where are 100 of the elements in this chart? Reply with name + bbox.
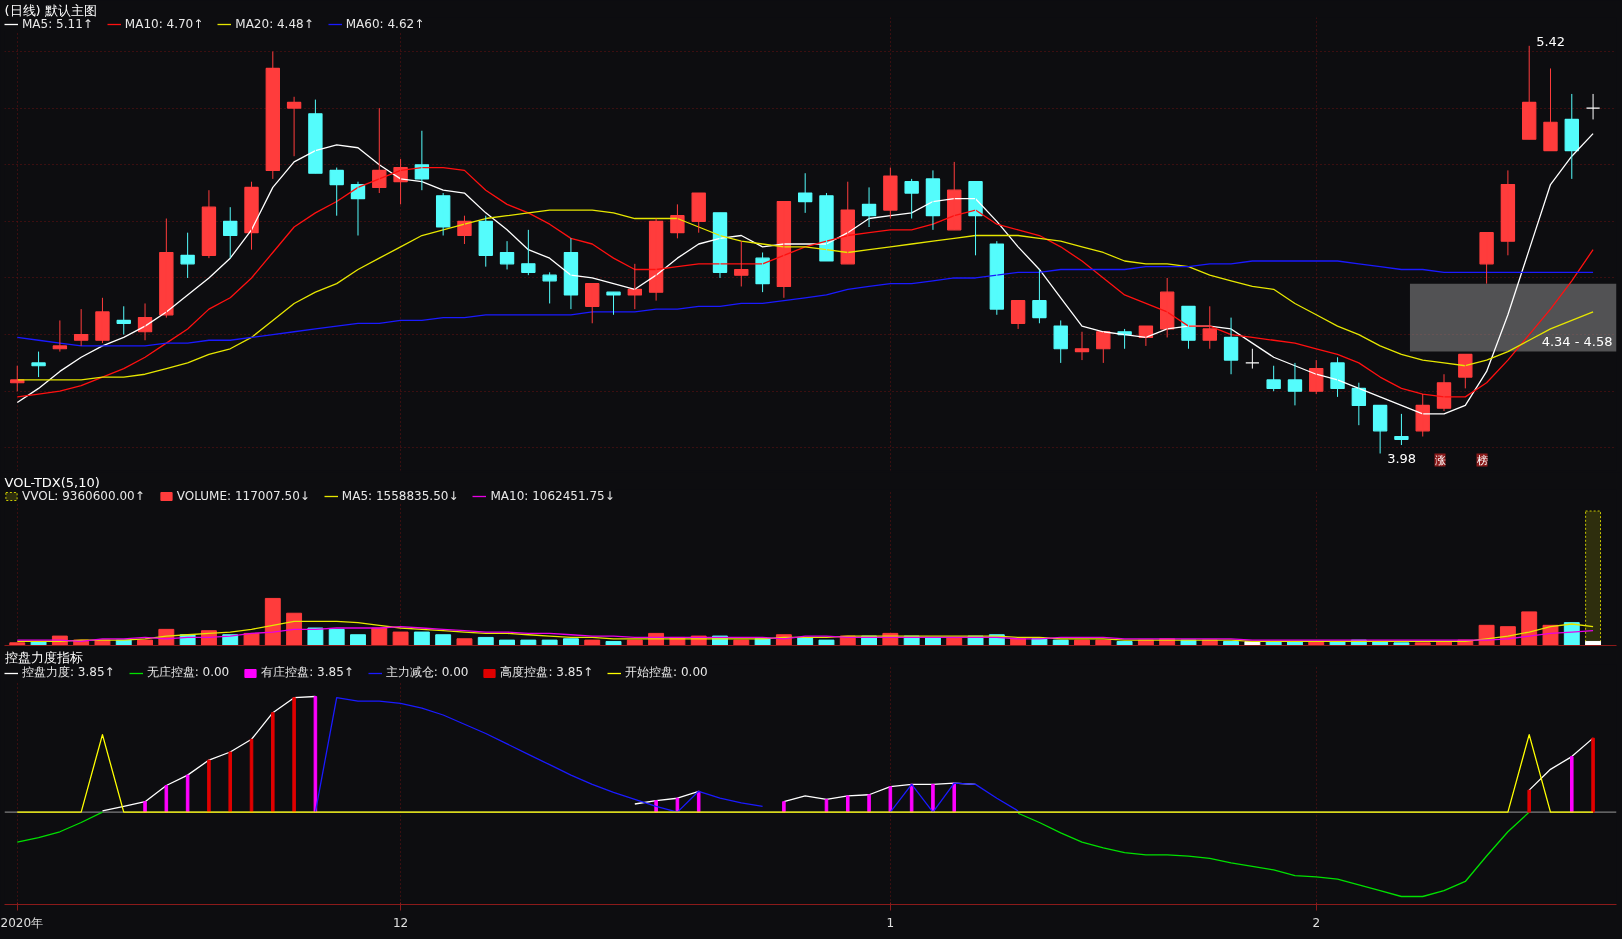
legend-label: 开始控盘: 0.00: [625, 664, 708, 681]
bar: [888, 786, 893, 813]
bar: [931, 783, 935, 813]
bar: [520, 639, 537, 646]
annotation: 3.98: [1387, 450, 1417, 466]
candlestick: [1053, 319, 1068, 364]
bar: [350, 634, 366, 646]
legend-label: MA5: 5.11↑: [22, 17, 93, 31]
legend-label: VOLUME: 117007.50↓: [176, 489, 310, 503]
candlestick: [1458, 353, 1473, 389]
candlestick: [1330, 356, 1345, 398]
candlestick: [1032, 268, 1047, 324]
candlestick: [1521, 45, 1537, 140]
candlestick: [265, 50, 281, 180]
legend-label: MA10: 4.70↑: [124, 17, 204, 31]
bar: [413, 631, 430, 646]
x-tick-label: 2: [1312, 915, 1321, 930]
candlestick: [180, 232, 195, 279]
candlestick: [1415, 393, 1430, 438]
bar: [1095, 639, 1112, 646]
bar: [271, 712, 275, 813]
annotation: 榜: [1476, 453, 1488, 467]
bar: [1116, 640, 1133, 646]
candlestick: [244, 181, 259, 251]
legend-label: MA20: 4.48↑: [235, 17, 314, 31]
bar: [952, 782, 957, 813]
candlestick: [73, 308, 89, 347]
candlestick: [542, 271, 557, 304]
bar: [228, 751, 232, 813]
bar: [264, 597, 281, 646]
bar: [143, 801, 147, 813]
bar: [499, 639, 516, 646]
bar: [605, 640, 622, 646]
legend-label: MA60: 4.62↑: [345, 17, 425, 31]
bar: [1585, 640, 1602, 646]
bar: [164, 785, 169, 813]
bar: [435, 634, 452, 646]
bar: [477, 636, 494, 646]
candlestick: [1266, 365, 1281, 392]
bar: [696, 790, 701, 813]
candlestick: [819, 192, 834, 262]
bar: [456, 638, 473, 646]
bar: [292, 697, 296, 813]
bar: [392, 631, 409, 646]
bar: [675, 797, 680, 813]
candlestick: [1394, 413, 1409, 446]
legend-label: 有庄控盘: 3.85↑: [261, 664, 354, 681]
candlestick: [797, 172, 813, 214]
bar: [733, 639, 750, 646]
x-tick-label: 2020年: [0, 915, 44, 930]
legend-label: 控盘力度: 3.85↑: [22, 664, 115, 681]
candlestick: [329, 167, 344, 217]
bar: [1052, 639, 1069, 646]
candlestick: [627, 263, 643, 310]
bar: [626, 639, 643, 646]
bar: [541, 639, 558, 646]
legend-label: 高度控盘: 3.85↑: [500, 664, 594, 681]
candlestick: [31, 351, 46, 378]
chart-title: VOL-TDX(5,10): [4, 474, 100, 490]
bar: [307, 627, 324, 646]
candlestick: [1543, 67, 1558, 152]
bar: [782, 801, 786, 813]
bar: [1591, 737, 1595, 813]
candlestick: [1479, 232, 1494, 285]
bar: [371, 627, 388, 646]
legend-label: MA5: 1558835.50↓: [341, 489, 459, 503]
candlestick: [308, 99, 323, 174]
x-tick-label: 1: [886, 915, 895, 930]
band-label: 4.34 - 4.58: [1541, 333, 1613, 349]
bar: [1393, 642, 1410, 646]
x-tick-label: 12: [392, 915, 409, 930]
bar: [1521, 611, 1538, 646]
legend-label: 主力减仓: 0.00: [385, 664, 469, 681]
bar: [9, 642, 26, 646]
bar: [1074, 639, 1090, 646]
candlestick: [904, 178, 919, 220]
candlestick: [521, 229, 536, 276]
legend-label: 无庄控盘: 0.00: [146, 664, 230, 681]
bar: [1223, 640, 1240, 646]
candlestick: [159, 218, 174, 319]
legend-label: MA10: 1062451.75↓: [490, 489, 615, 503]
bar: [1527, 789, 1531, 813]
candlestick: [755, 251, 770, 293]
candlestick: [1181, 305, 1196, 350]
bar: [313, 696, 318, 813]
annotation: 涨: [1434, 453, 1446, 467]
bar: [286, 612, 303, 646]
candlestick: [1202, 305, 1217, 350]
candlestick: [734, 240, 749, 287]
bar: [137, 639, 153, 646]
candlestick: [95, 297, 110, 344]
chart-title: 控盘力度指标: [4, 649, 83, 665]
bar: [243, 632, 260, 646]
candlestick: [1245, 348, 1260, 370]
legend-label: VVOL: 9360600.00↑: [22, 489, 145, 503]
bar: [845, 795, 850, 813]
candlestick: [478, 215, 493, 268]
bar: [1570, 756, 1574, 813]
chart-title: (日线) 默认主图: [4, 2, 97, 18]
candlestick: [989, 240, 1005, 316]
